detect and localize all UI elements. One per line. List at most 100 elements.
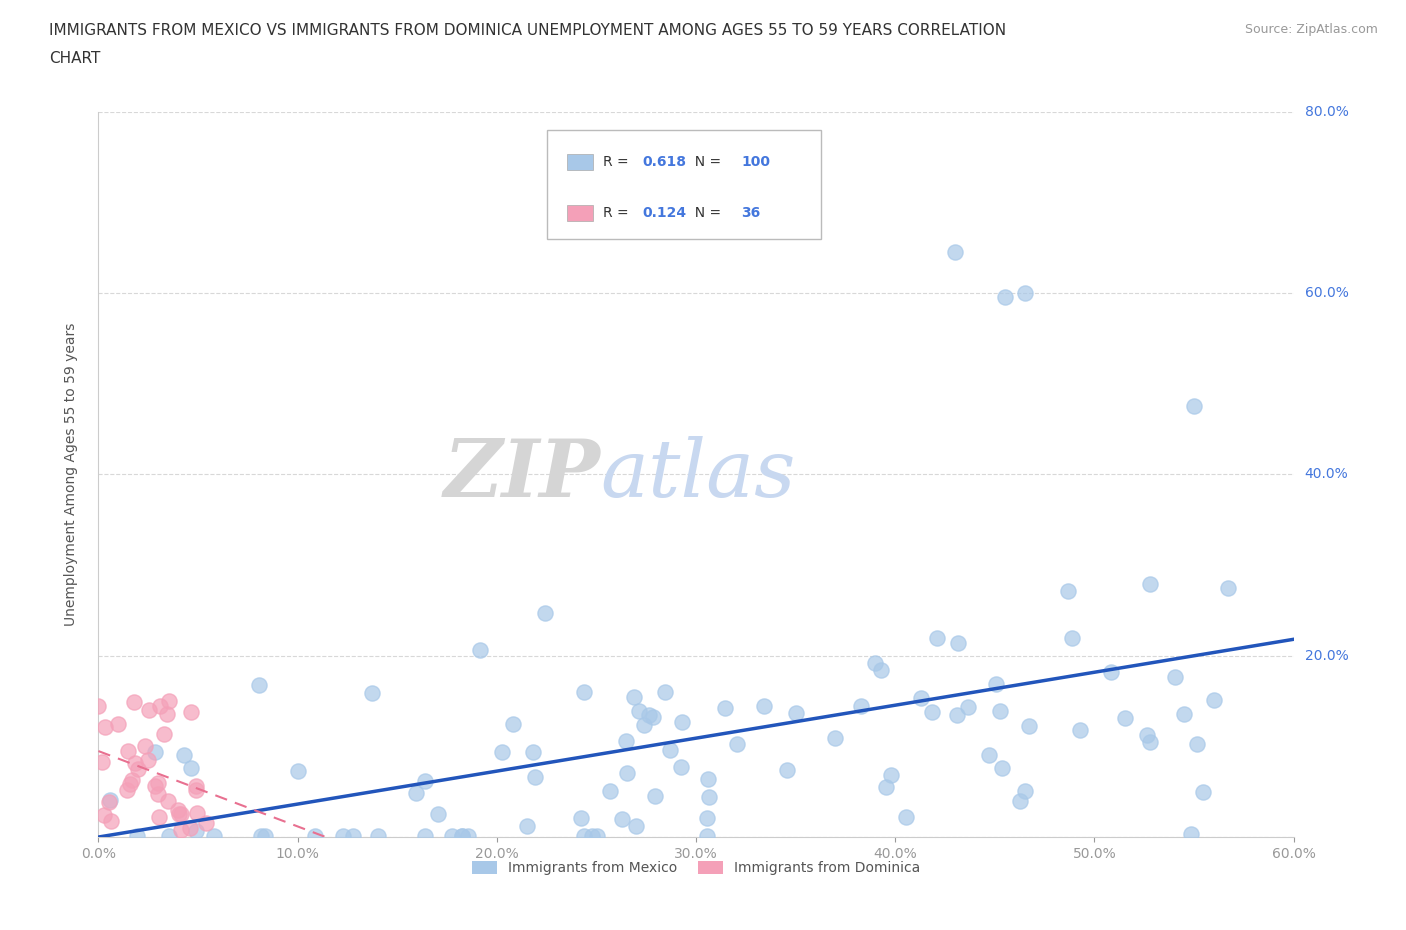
Text: 60.0%: 60.0% [1305,286,1348,300]
Point [754,698,776,713]
Point [671,714,693,729]
Point [127,762,149,777]
Point [413,774,436,789]
Point [195,816,218,830]
Point [134,738,156,753]
Point [124,755,146,770]
Point [91,754,114,769]
Point [427,806,450,821]
Point [202,829,225,844]
Point [1185,737,1208,751]
Point [879,767,901,782]
Point [638,707,661,722]
Point [451,829,474,844]
Point [643,709,665,724]
Text: 100: 100 [741,154,770,169]
Point [921,705,943,720]
Text: atlas: atlas [600,435,796,513]
Point [1010,793,1032,808]
Point [824,730,846,745]
Point [1139,577,1161,591]
Point [186,805,208,820]
Text: 0.618: 0.618 [643,154,686,169]
Text: ZIP: ZIP [443,435,600,513]
Point [136,752,159,767]
Point [250,829,273,844]
Point [367,829,389,844]
Point [697,790,720,804]
Point [581,829,603,844]
Point [614,733,637,748]
Point [457,829,479,844]
Point [875,779,897,794]
Point [247,678,270,693]
Point [870,662,893,677]
Point [994,290,1017,305]
Point [1180,826,1202,841]
Text: IMMIGRANTS FROM MEXICO VS IMMIGRANTS FROM DOMINICA UNEMPLOYMENT AMONG AGES 55 TO: IMMIGRANTS FROM MEXICO VS IMMIGRANTS FRO… [49,23,1007,38]
Point [146,787,169,802]
Point [1164,670,1187,684]
Point [1173,707,1195,722]
Point [361,685,384,700]
Point [569,810,592,825]
Point [180,761,202,776]
Bar [567,205,593,220]
Text: R =: R = [603,154,633,169]
Point [616,765,638,780]
Point [98,794,121,809]
Point [984,676,1007,691]
Point [696,829,718,844]
Point [1062,631,1084,645]
Point [714,700,737,715]
Point [516,818,538,833]
Point [946,635,969,650]
Point [654,684,676,699]
Point [143,744,166,759]
Point [173,748,195,763]
Point [696,810,718,825]
Point [863,656,886,671]
Point [910,691,932,706]
Point [98,792,121,807]
Point [776,763,799,777]
Text: 0.124: 0.124 [643,206,686,219]
Point [696,772,718,787]
Point [1191,785,1213,800]
Point [623,689,645,704]
Point [1014,286,1036,300]
Point [624,818,647,833]
Point [785,706,807,721]
Point [522,745,544,760]
Point [599,784,621,799]
Text: 20.0%: 20.0% [1305,648,1348,663]
Point [107,716,129,731]
Point [943,245,966,259]
Point [633,717,655,732]
Point [148,776,170,790]
Point [1135,727,1157,742]
Text: Source: ZipAtlas.com: Source: ZipAtlas.com [1244,23,1378,36]
Point [342,829,364,844]
FancyBboxPatch shape [547,130,821,239]
Point [143,778,166,793]
Point [1202,693,1225,708]
Text: 40.0%: 40.0% [1305,467,1348,482]
Point [157,793,180,808]
Point [186,778,208,793]
Point [93,720,115,735]
Point [170,823,193,838]
Point [186,783,208,798]
Point [533,605,555,620]
Point [125,829,148,844]
Point [451,829,474,844]
Text: N =: N = [686,154,725,169]
Point [988,704,1011,719]
Point [180,705,202,720]
Point [627,704,650,719]
Point [1114,711,1136,725]
Point [1182,399,1205,414]
Point [117,743,139,758]
Point [610,812,633,827]
Point [156,706,179,721]
